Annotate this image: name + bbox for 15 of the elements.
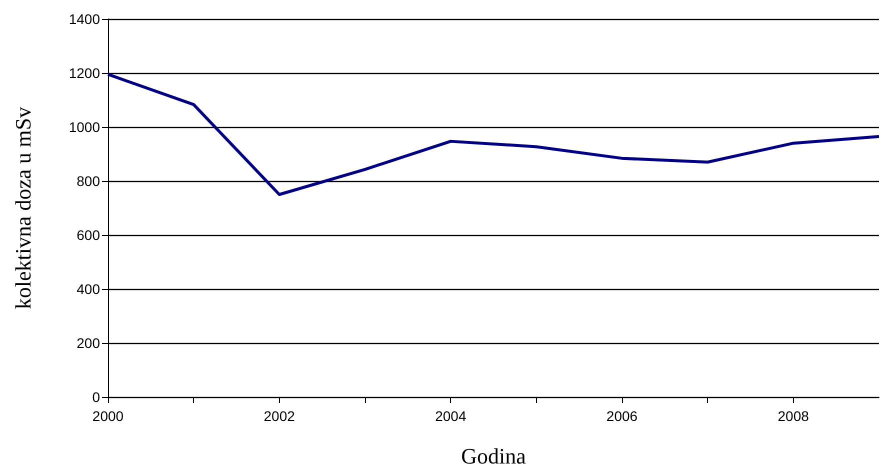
x-axis-title: Godina [461, 444, 526, 468]
y-axis-title: kolektivna doza u mSv [10, 106, 36, 310]
y-tick-label: 1400 [68, 11, 100, 27]
y-tick-label: 1000 [68, 119, 100, 135]
x-tick-label: 2008 [778, 408, 810, 424]
x-tick-label: 2002 [264, 408, 296, 424]
y-tick-label: 0 [92, 389, 100, 405]
y-tick-label: 800 [76, 173, 100, 189]
y-tick-label: 400 [76, 281, 100, 297]
x-tick-label: 2006 [606, 408, 638, 424]
y-tick-label: 1200 [68, 65, 100, 81]
y-tick-label: 600 [76, 227, 100, 243]
y-tick-label: 200 [76, 335, 100, 351]
x-tick-label: 2004 [435, 408, 466, 424]
x-tick-label: 2000 [92, 408, 124, 424]
